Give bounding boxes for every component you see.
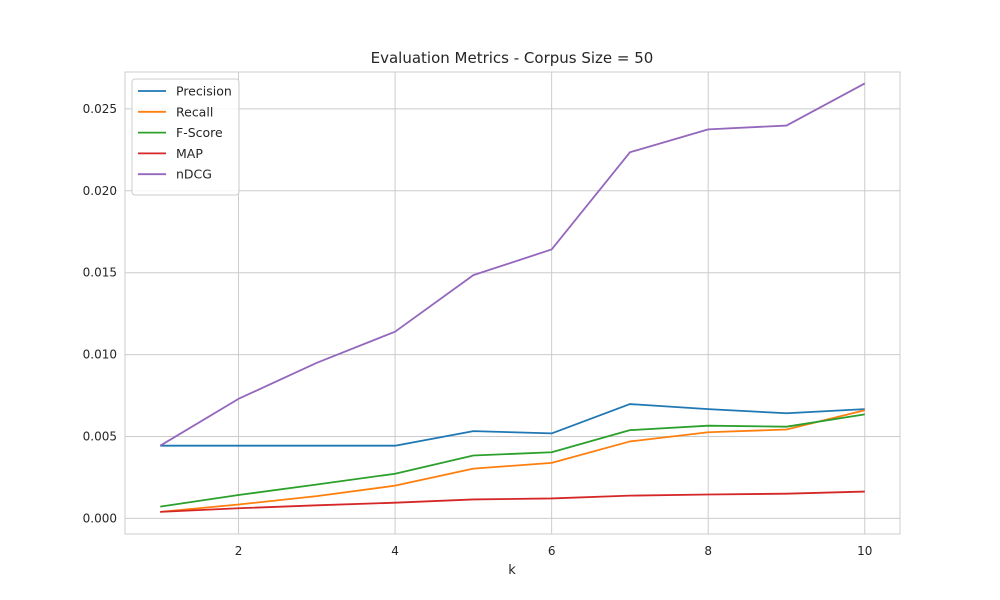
y-tick-label: 0.005 [83, 430, 117, 444]
x-tick-label: 4 [391, 544, 399, 558]
legend-box [131, 78, 240, 196]
y-tick-label: 0.015 [83, 266, 117, 280]
x-tick-label: 10 [857, 544, 872, 558]
legend-label: MAP [176, 146, 203, 161]
y-tick-label: 0.025 [83, 102, 117, 116]
tick-labels: 2 4 6 8 10 0.000 0.005 0.010 0.015 0.020 0.025 [83, 102, 873, 558]
legend-label: Recall [176, 104, 213, 119]
legend-label: Precision [176, 84, 232, 99]
chart-title: Evaluation Metrics - Corpus Size = 50 [371, 49, 654, 67]
x-tick-label: 2 [235, 544, 243, 558]
grid-lines [125, 72, 900, 534]
legend-label: nDCG [176, 167, 212, 182]
y-tick-label: 0.000 [83, 511, 117, 525]
y-tick-label: 0.010 [83, 348, 117, 362]
x-axis-label: k [508, 563, 516, 578]
series-line-precision [160, 403, 865, 447]
series-lines [159, 82, 866, 513]
legend-label: F-Score [176, 125, 223, 140]
series-line-map [160, 490, 865, 513]
series-line-f-score [160, 413, 865, 508]
y-tick-label: 0.020 [83, 184, 117, 198]
x-tick-label: 6 [548, 544, 556, 558]
x-tick-label: 8 [704, 544, 712, 558]
series-line-recall [160, 409, 865, 513]
plot-frame [124, 71, 901, 535]
series-line-ndcg [159, 82, 866, 447]
legend: Precision Recall F-Score MAP nDCG [131, 78, 240, 196]
